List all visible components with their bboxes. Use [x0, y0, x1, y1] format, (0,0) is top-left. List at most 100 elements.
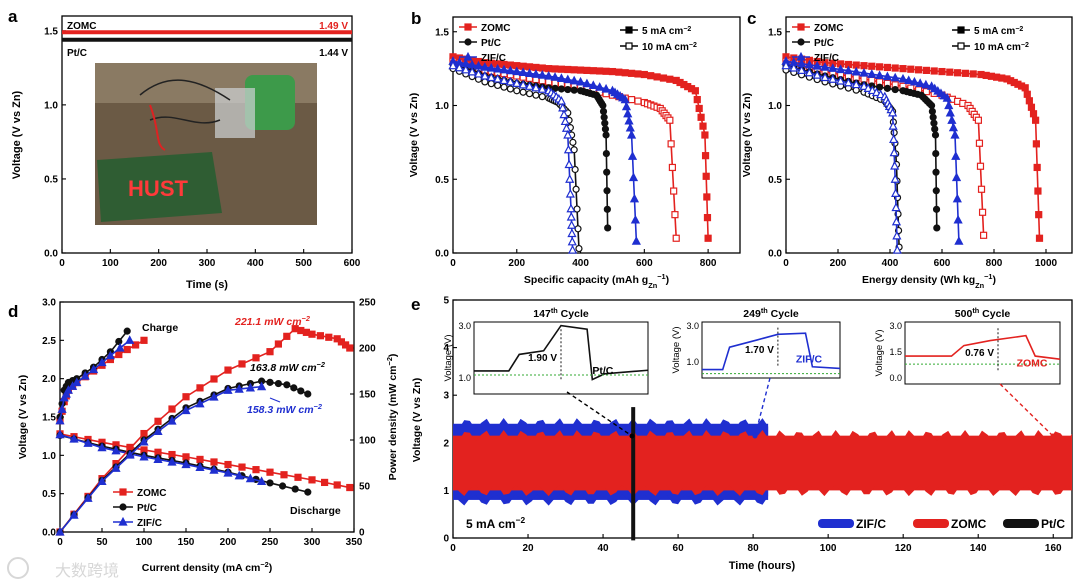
data-point — [154, 417, 162, 425]
data-point — [797, 23, 805, 31]
data-point — [876, 89, 886, 99]
discharge-label: Discharge — [290, 505, 341, 517]
label-part: th — [761, 306, 768, 315]
data-point — [524, 68, 535, 77]
inset-curve — [702, 332, 841, 371]
data-point — [668, 163, 676, 172]
data-point — [196, 455, 204, 464]
data-point — [486, 62, 496, 72]
data-point — [843, 77, 853, 87]
data-point — [892, 230, 902, 240]
data-point — [111, 445, 121, 455]
data-point — [494, 81, 502, 90]
data-point — [588, 80, 598, 90]
label-part: 147 — [533, 308, 551, 320]
data-point — [551, 65, 559, 73]
data-point — [595, 82, 605, 91]
data-point — [493, 63, 503, 73]
data-point — [930, 119, 938, 127]
data-point — [297, 387, 305, 395]
x-tick-label: 0 — [57, 537, 63, 548]
data-point — [570, 66, 578, 74]
peak-ptc: 163.8 mW cm−2 — [250, 360, 326, 375]
x-tick-label: 40 — [597, 543, 609, 554]
data-point — [596, 67, 604, 75]
x-tick-label: 600 — [636, 258, 653, 269]
data-point — [538, 93, 546, 101]
data-point — [560, 116, 570, 126]
inset-y-tick: 0.0 — [889, 373, 902, 383]
data-point — [909, 76, 920, 86]
label-part: ) — [269, 562, 273, 574]
data-point — [505, 76, 515, 86]
data-point — [181, 459, 191, 469]
data-point — [1023, 90, 1031, 98]
data-point — [647, 72, 655, 80]
data-point — [572, 185, 580, 193]
label-part: 10 mA cm — [642, 42, 689, 53]
data-point — [627, 151, 638, 160]
label-part: Voltage (V vs Zn) — [11, 90, 23, 179]
data-point — [570, 146, 578, 154]
rate-legend-1: 10 mA cm−2 — [642, 42, 697, 54]
legend-swatch-Pt/C — [1003, 519, 1039, 528]
y-tick-label: 0.5 — [44, 174, 58, 185]
y2-tick-label: 250 — [359, 298, 376, 309]
gap-label: 1.90 V — [528, 353, 557, 364]
y-tick-label: 5 — [443, 296, 449, 307]
x-tick-label: 20 — [522, 543, 534, 554]
data-point — [181, 405, 191, 415]
data-point — [890, 160, 900, 170]
data-point — [72, 377, 82, 387]
data-point — [537, 70, 547, 79]
data-point — [294, 473, 302, 481]
data-point — [820, 62, 830, 71]
panel-label-b: b — [411, 9, 421, 28]
data-point — [699, 122, 707, 130]
data-point — [304, 488, 312, 496]
label-part: Voltage (V) — [874, 330, 885, 377]
x-tick-label: 350 — [346, 537, 363, 548]
data-point — [890, 174, 900, 183]
x-tick-label: 200 — [220, 537, 237, 548]
data-point — [670, 187, 678, 195]
data-point — [565, 174, 575, 183]
data-point — [942, 93, 952, 102]
data-point — [820, 72, 830, 82]
x-tick-label: 0 — [450, 258, 456, 269]
data-point — [691, 87, 699, 95]
data-point — [569, 75, 579, 85]
data-point — [308, 476, 316, 484]
legend-Pt/C: Pt/C — [1041, 517, 1065, 531]
series-ZOMC-discharge — [59, 433, 350, 489]
data-point — [55, 429, 65, 439]
data-point — [111, 463, 121, 472]
data-point — [467, 66, 477, 76]
label-part: −2 — [302, 314, 311, 323]
x-axis-label: Specific capacity (mAh gZn−1) — [524, 272, 669, 290]
label-part: Voltage (V vs Zn) — [17, 375, 29, 459]
data-point — [631, 236, 641, 245]
axes-d: 0 50 100 150 200 250 300 350 0.0 0.5 1.0 1.5 2.0 2.5 3… — [17, 298, 399, 575]
y-tick-label: 1.0 — [44, 100, 58, 111]
y2-tick-label: 150 — [359, 390, 376, 401]
data-point — [1029, 110, 1038, 118]
data-point — [304, 390, 312, 398]
inset-frame — [701, 321, 841, 379]
inset-curve — [474, 324, 649, 381]
data-point — [257, 381, 267, 391]
label-part: Cycle — [979, 308, 1010, 320]
data-point — [570, 86, 578, 94]
inset-y-tick: 3.0 — [889, 321, 902, 331]
data-point — [266, 468, 274, 476]
data-point — [346, 344, 354, 352]
x-tick-label: 60 — [673, 543, 685, 554]
data-point — [891, 64, 899, 72]
plot-frame — [452, 299, 1073, 539]
data-point — [182, 393, 190, 401]
data-point — [532, 91, 540, 99]
data-point — [932, 149, 940, 158]
x-tick-label: 150 — [178, 537, 195, 548]
x-tick-label: 1000 — [1035, 258, 1058, 269]
data-point — [266, 378, 274, 386]
